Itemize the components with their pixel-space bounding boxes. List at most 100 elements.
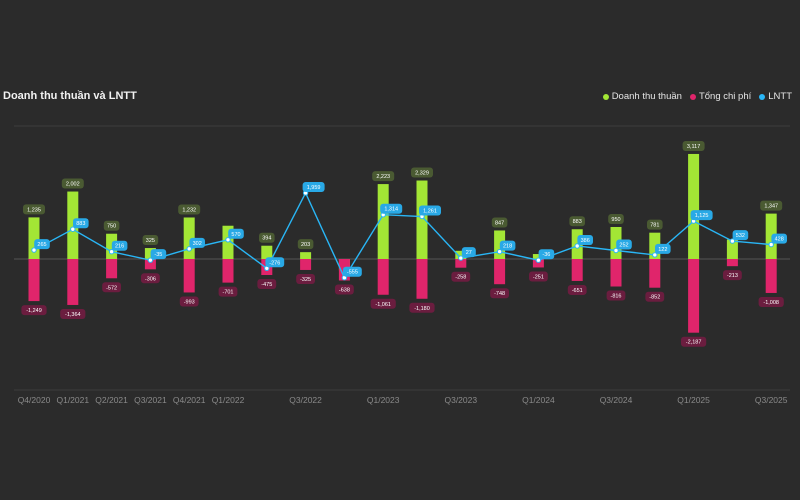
revenue-label-bg <box>569 216 585 227</box>
revenue-label: 2,329 <box>411 167 433 178</box>
expense-label-bg <box>606 290 626 301</box>
profit-label: 1,261 <box>419 205 441 216</box>
expense-bar <box>532 259 544 268</box>
profit-point <box>108 249 115 255</box>
profit-label-text: -555 <box>347 270 358 276</box>
x-tick-label: Q1/2023 <box>367 395 400 405</box>
expense-label-text: -1,364 <box>65 312 81 318</box>
profit-label-text: 1,125 <box>695 213 709 219</box>
expense-label: -1,364 <box>60 308 86 319</box>
revenue-label-bg <box>23 204 45 215</box>
expense-label-text: -251 <box>533 274 544 280</box>
profit-label-bg <box>655 243 671 254</box>
revenue-label-bg <box>259 232 275 243</box>
legend-item-profit[interactable]: LNTT <box>759 91 792 102</box>
revenue-label-text: 950 <box>611 217 620 223</box>
profit-label-bg <box>577 234 593 245</box>
legend-item-expense[interactable]: Tổng chi phí <box>689 91 751 102</box>
expense-label-text: -306 <box>145 276 156 282</box>
profit-label-text: 883 <box>76 221 85 227</box>
expense-bar <box>300 259 312 270</box>
expense-label-bg <box>218 286 238 297</box>
expense-label-text: -475 <box>261 282 272 288</box>
profit-label-text: 532 <box>736 233 745 239</box>
revenue-label-text: 2,223 <box>376 174 390 180</box>
expense-label: -325 <box>296 273 315 284</box>
expense-label: -2,187 <box>681 336 707 347</box>
expense-bar <box>222 259 234 283</box>
expense-label: -701 <box>218 286 238 297</box>
expense-label-text: -1,180 <box>414 306 430 312</box>
expense-label-text: -748 <box>494 291 505 297</box>
expense-label-bg <box>451 271 471 282</box>
revenue-label-text: 3,117 <box>687 144 700 150</box>
profit-point <box>535 257 542 263</box>
revenue-label-text: 203 <box>301 242 310 248</box>
expense-label-bg <box>60 308 86 319</box>
revenue-label-bg <box>760 200 783 211</box>
profit-label: 1,125 <box>690 210 713 221</box>
expense-bar <box>571 259 583 281</box>
expense-label-bg <box>296 273 315 284</box>
profit-label-text: 216 <box>115 244 124 250</box>
expense-label: -1,061 <box>370 298 396 309</box>
profit-label: 27 <box>461 247 476 258</box>
profit-label-text: 1,314 <box>384 207 398 213</box>
revenue-label: 1,232 <box>178 204 201 215</box>
revenue-bar <box>726 239 738 259</box>
expense-label: -748 <box>490 288 509 299</box>
expense-label-text: -1,008 <box>763 300 779 306</box>
x-tick-label: Q3/2025 <box>755 395 788 405</box>
expense-label: -1,249 <box>21 305 47 316</box>
revenue-label-bg <box>61 178 84 189</box>
x-tick-label: Q1/2025 <box>677 395 710 405</box>
x-tick-label: Q4/2020 <box>18 395 51 405</box>
revenue-bar <box>183 217 195 259</box>
profit-label-text: -36 <box>542 252 550 258</box>
profit-label-text: 252 <box>619 243 628 249</box>
revenue-bar <box>300 252 312 259</box>
profit-label-bg <box>690 210 713 221</box>
expense-label-bg <box>529 271 548 282</box>
revenue-bar <box>688 153 700 259</box>
revenue-label-bg <box>682 140 705 151</box>
expense-label-bg <box>681 336 707 347</box>
profit-label-bg <box>34 239 50 250</box>
revenue-bar <box>765 213 777 259</box>
profit-label-text: 302 <box>193 241 202 247</box>
revenue-label-text: 781 <box>650 223 659 229</box>
expense-bar <box>183 259 195 293</box>
expense-label-text: -325 <box>300 277 311 283</box>
revenue-bar <box>261 245 273 259</box>
expense-bar <box>726 259 738 267</box>
revenue-label: 847 <box>491 217 508 228</box>
revenue-bar <box>377 184 389 259</box>
revenue-bar <box>455 250 467 259</box>
profit-label-bg <box>732 230 749 241</box>
expense-label: -1,008 <box>758 296 784 307</box>
profit-point <box>768 241 774 248</box>
expense-label: -638 <box>335 284 354 295</box>
profit-label: 122 <box>655 243 671 254</box>
revenue-label-text: 883 <box>573 219 582 225</box>
x-tick-label: Q1/2022 <box>212 395 245 405</box>
expense-bar <box>28 259 40 302</box>
expense-label-text: -651 <box>572 288 583 294</box>
expense-bar <box>688 259 700 333</box>
revenue-bar <box>28 217 40 259</box>
expense-label-bg <box>335 284 354 295</box>
revenue-label-text: 750 <box>107 224 116 230</box>
revenue-label-text: 2,002 <box>66 182 80 188</box>
expense-label-text: -638 <box>339 288 350 294</box>
expense-label-text: -213 <box>727 273 738 279</box>
legend-item-revenue[interactable]: Doanh thu thuần <box>602 91 682 102</box>
profit-point <box>574 243 580 249</box>
profit-label: 1,959 <box>302 181 325 192</box>
profit-label: -555 <box>343 266 362 277</box>
profit-label-text: 122 <box>658 247 667 253</box>
revenue-label: 203 <box>297 239 314 250</box>
revenue-label: 883 <box>569 216 585 227</box>
x-tick-label: Q4/2021 <box>173 395 206 405</box>
revenue-label: 3,117 <box>682 140 705 151</box>
expense-bar <box>765 259 777 293</box>
